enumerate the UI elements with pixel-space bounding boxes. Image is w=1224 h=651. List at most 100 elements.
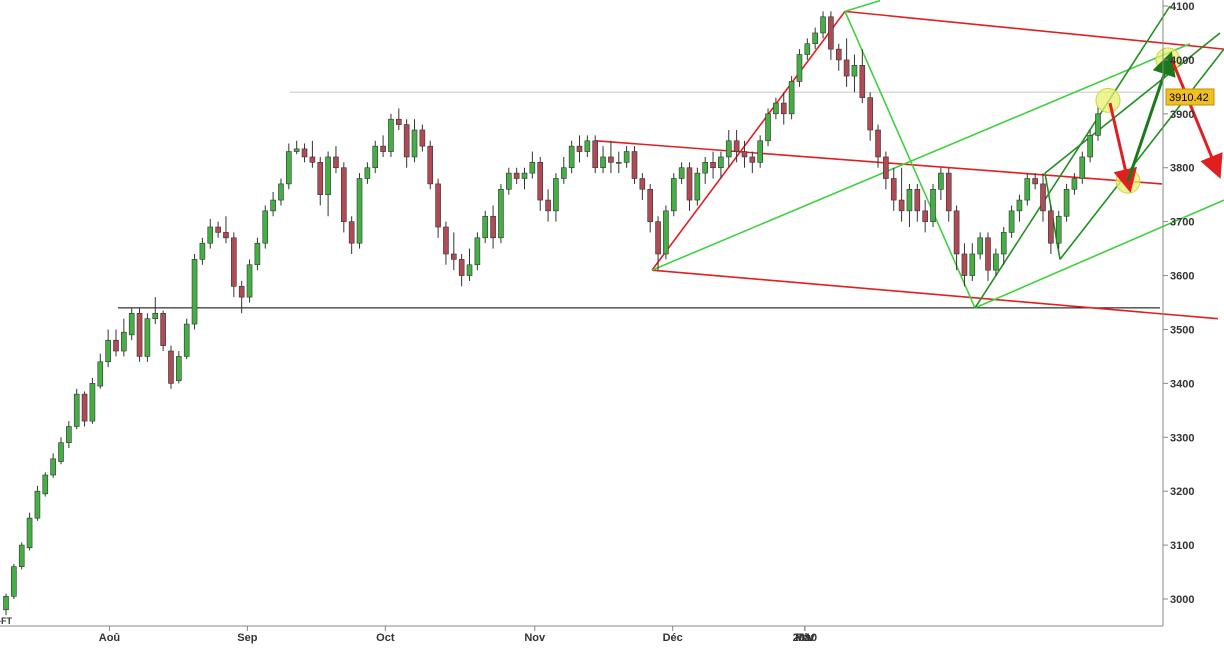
candle-body — [505, 172, 512, 190]
y-tick-label: 3100 — [1170, 540, 1194, 552]
candle-body — [11, 566, 17, 597]
candle-body — [828, 16, 834, 50]
x-tick-label: Oct — [376, 632, 395, 644]
candle-body — [1016, 199, 1023, 212]
candle-body — [993, 253, 999, 271]
candle-body — [89, 383, 96, 422]
candle-body — [113, 339, 119, 352]
overlay-line-green-channel — [974, 199, 1224, 309]
candle-body — [403, 124, 410, 158]
candle-body — [231, 237, 237, 287]
candle-body — [396, 118, 402, 125]
candle-body — [388, 118, 394, 152]
y-tick-label: 3800 — [1170, 163, 1194, 175]
candle-body — [443, 226, 449, 255]
candle-body — [34, 490, 41, 519]
candle-body — [1008, 210, 1015, 233]
candle-body — [592, 140, 599, 169]
candle-body — [309, 156, 316, 163]
candle-body — [482, 215, 489, 239]
candle-body — [474, 237, 481, 266]
candle-body — [953, 210, 960, 255]
candle-body — [710, 162, 716, 169]
candle-body — [73, 393, 80, 427]
overlay-line-darkgreen-channel — [1044, 32, 1221, 174]
candle-body — [42, 474, 49, 495]
y-tick-label: 4000 — [1170, 55, 1194, 67]
candle-body — [380, 145, 386, 152]
candle-body — [490, 215, 496, 239]
y-tick-label: 3400 — [1170, 378, 1194, 390]
candle-body — [466, 264, 473, 276]
candle-body — [733, 140, 740, 152]
y-tick-label: 3200 — [1170, 486, 1194, 498]
candle-body — [97, 361, 104, 387]
candle-body — [513, 172, 520, 179]
candle-body — [820, 16, 826, 34]
candle-body — [977, 237, 983, 255]
candle-body — [333, 156, 339, 169]
candle-body — [961, 253, 968, 276]
candle-body — [26, 517, 33, 549]
candle-body — [553, 178, 559, 212]
candle-body — [608, 156, 614, 163]
candle-body — [270, 199, 276, 212]
candle-body — [1079, 156, 1086, 179]
candle-body — [419, 129, 426, 147]
candle-body — [427, 145, 434, 185]
y-axis-ticks: 3000 3100 3200 3300 3400 3500 3600 3700 3800 3900… — [1163, 1, 1194, 606]
candle-body — [655, 221, 661, 255]
candle-body — [1063, 188, 1070, 217]
candle-body — [372, 145, 379, 169]
candle-body — [1024, 178, 1031, 201]
overlay-line-red-trend — [651, 10, 846, 271]
candle-body — [1048, 210, 1054, 244]
candle-body — [529, 162, 536, 174]
candle-body — [246, 264, 253, 298]
forecast-arrow — [1126, 51, 1176, 182]
candle-body — [1071, 178, 1078, 190]
candle-body — [262, 210, 269, 244]
candle-body — [725, 140, 732, 158]
candle-body — [364, 167, 371, 179]
candle-body — [639, 178, 646, 190]
candle-body — [804, 43, 811, 55]
candle-body — [341, 167, 347, 222]
candle-body — [718, 156, 724, 169]
candle-body — [584, 140, 591, 152]
x-tick-label: Mar — [795, 632, 815, 644]
overlay-line-red-channel — [651, 269, 1219, 320]
candle-body — [749, 156, 756, 163]
candle-body — [81, 393, 88, 422]
candle-body — [765, 113, 771, 142]
candle-body — [458, 259, 465, 276]
candle-body — [254, 242, 261, 266]
candle-body — [1000, 232, 1007, 255]
candle-body — [898, 199, 905, 212]
candle-body — [969, 253, 976, 276]
overlay-line-green-trend — [844, 11, 976, 309]
x-tick-label: Nov — [524, 632, 546, 644]
candle-body — [168, 350, 174, 384]
candle-body — [238, 286, 245, 298]
candle-body — [867, 97, 873, 131]
candle-body — [914, 188, 921, 212]
x-tick-label: Fév — [795, 632, 815, 644]
candle-body — [121, 331, 127, 352]
candle-body — [183, 323, 190, 357]
candle-body — [875, 129, 881, 158]
forecast-arrow — [1170, 59, 1223, 179]
overlay-line-red-channel — [595, 139, 1163, 185]
candle-body — [883, 156, 889, 179]
candle-body — [890, 178, 897, 201]
candle-body — [136, 312, 143, 357]
candle-body — [1040, 183, 1046, 212]
candle-body — [843, 59, 850, 77]
candle-body — [930, 188, 936, 222]
candle-body — [678, 167, 685, 179]
y-tick-label: 3000 — [1170, 594, 1194, 606]
candle-body — [301, 148, 308, 158]
overlay-line-darkgreen-channel — [974, 5, 1171, 309]
candle-body — [647, 188, 654, 222]
